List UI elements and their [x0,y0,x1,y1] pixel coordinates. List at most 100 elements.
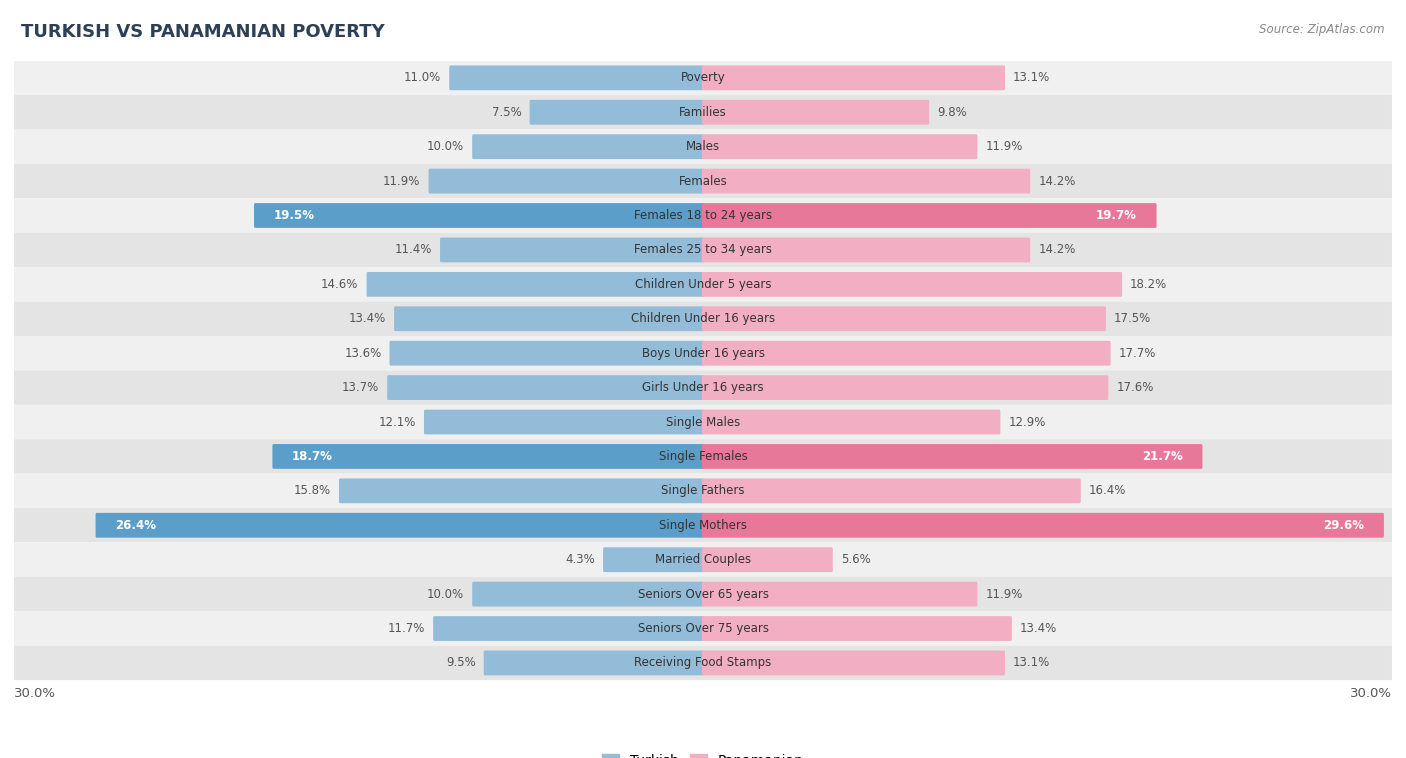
FancyBboxPatch shape [389,341,704,365]
Text: 12.9%: 12.9% [1008,415,1046,428]
Text: 4.3%: 4.3% [565,553,595,566]
Text: 13.7%: 13.7% [342,381,380,394]
Text: 13.4%: 13.4% [349,312,387,325]
FancyBboxPatch shape [702,272,1122,296]
FancyBboxPatch shape [96,513,704,537]
Text: Single Males: Single Males [666,415,740,428]
FancyBboxPatch shape [530,100,704,124]
Text: 10.0%: 10.0% [427,587,464,600]
Text: Poverty: Poverty [681,71,725,84]
Text: 30.0%: 30.0% [14,688,56,700]
FancyBboxPatch shape [14,61,1392,95]
Text: Females 18 to 24 years: Females 18 to 24 years [634,209,772,222]
Text: 11.9%: 11.9% [384,174,420,187]
Text: Single Mothers: Single Mothers [659,518,747,532]
Text: 26.4%: 26.4% [115,518,156,532]
Text: 18.7%: 18.7% [292,450,333,463]
FancyBboxPatch shape [484,650,704,675]
Text: 11.7%: 11.7% [388,622,425,635]
Text: 15.8%: 15.8% [294,484,330,497]
FancyBboxPatch shape [14,474,1392,508]
FancyBboxPatch shape [14,130,1392,164]
Text: 13.6%: 13.6% [344,346,381,360]
Text: Seniors Over 65 years: Seniors Over 65 years [637,587,769,600]
FancyBboxPatch shape [702,478,1081,503]
Text: 16.4%: 16.4% [1088,484,1126,497]
Text: 5.6%: 5.6% [841,553,870,566]
Text: 9.8%: 9.8% [938,106,967,119]
Text: 14.2%: 14.2% [1038,174,1076,187]
Text: 9.5%: 9.5% [446,656,475,669]
FancyBboxPatch shape [702,581,977,606]
Text: 19.7%: 19.7% [1097,209,1137,222]
Text: Single Fathers: Single Fathers [661,484,745,497]
FancyBboxPatch shape [702,650,1005,675]
Text: 17.7%: 17.7% [1119,346,1156,360]
FancyBboxPatch shape [702,547,832,572]
Text: 14.6%: 14.6% [321,278,359,291]
FancyBboxPatch shape [387,375,704,400]
FancyBboxPatch shape [14,95,1392,130]
Legend: Turkish, Panamanian: Turkish, Panamanian [596,748,810,758]
FancyBboxPatch shape [702,616,1012,641]
FancyBboxPatch shape [14,336,1392,371]
FancyBboxPatch shape [702,341,1111,365]
Text: Single Females: Single Females [658,450,748,463]
Text: 12.1%: 12.1% [378,415,416,428]
FancyBboxPatch shape [702,375,1108,400]
FancyBboxPatch shape [14,577,1392,611]
FancyBboxPatch shape [472,581,704,606]
FancyBboxPatch shape [14,646,1392,680]
Text: 11.9%: 11.9% [986,587,1022,600]
Text: Married Couples: Married Couples [655,553,751,566]
FancyBboxPatch shape [472,134,704,159]
Text: Girls Under 16 years: Girls Under 16 years [643,381,763,394]
FancyBboxPatch shape [14,543,1392,577]
Text: 13.4%: 13.4% [1019,622,1057,635]
FancyBboxPatch shape [702,409,1001,434]
Text: 11.4%: 11.4% [395,243,432,256]
FancyBboxPatch shape [14,405,1392,439]
Text: 29.6%: 29.6% [1323,518,1364,532]
Text: 13.1%: 13.1% [1012,656,1050,669]
FancyBboxPatch shape [702,65,1005,90]
Text: Seniors Over 75 years: Seniors Over 75 years [637,622,769,635]
Text: 21.7%: 21.7% [1142,450,1182,463]
Text: 13.1%: 13.1% [1012,71,1050,84]
Text: Females 25 to 34 years: Females 25 to 34 years [634,243,772,256]
Text: Boys Under 16 years: Boys Under 16 years [641,346,765,360]
FancyBboxPatch shape [14,199,1392,233]
FancyBboxPatch shape [603,547,704,572]
Text: 17.6%: 17.6% [1116,381,1154,394]
FancyBboxPatch shape [702,306,1107,331]
FancyBboxPatch shape [14,439,1392,474]
Text: 17.5%: 17.5% [1114,312,1152,325]
FancyBboxPatch shape [273,444,704,469]
Text: 18.2%: 18.2% [1130,278,1167,291]
Text: Males: Males [686,140,720,153]
FancyBboxPatch shape [702,237,1031,262]
FancyBboxPatch shape [450,65,704,90]
FancyBboxPatch shape [702,134,977,159]
FancyBboxPatch shape [394,306,704,331]
FancyBboxPatch shape [433,616,704,641]
Text: 7.5%: 7.5% [492,106,522,119]
FancyBboxPatch shape [339,478,704,503]
FancyBboxPatch shape [702,513,1384,537]
Text: 30.0%: 30.0% [1350,688,1392,700]
Text: Females: Females [679,174,727,187]
FancyBboxPatch shape [702,169,1031,193]
FancyBboxPatch shape [14,233,1392,267]
FancyBboxPatch shape [14,302,1392,336]
FancyBboxPatch shape [429,169,704,193]
Text: Source: ZipAtlas.com: Source: ZipAtlas.com [1260,23,1385,36]
FancyBboxPatch shape [367,272,704,296]
FancyBboxPatch shape [702,100,929,124]
Text: 10.0%: 10.0% [427,140,464,153]
FancyBboxPatch shape [254,203,704,228]
Text: Children Under 16 years: Children Under 16 years [631,312,775,325]
FancyBboxPatch shape [14,508,1392,543]
FancyBboxPatch shape [702,444,1202,469]
Text: 11.0%: 11.0% [404,71,441,84]
FancyBboxPatch shape [14,611,1392,646]
